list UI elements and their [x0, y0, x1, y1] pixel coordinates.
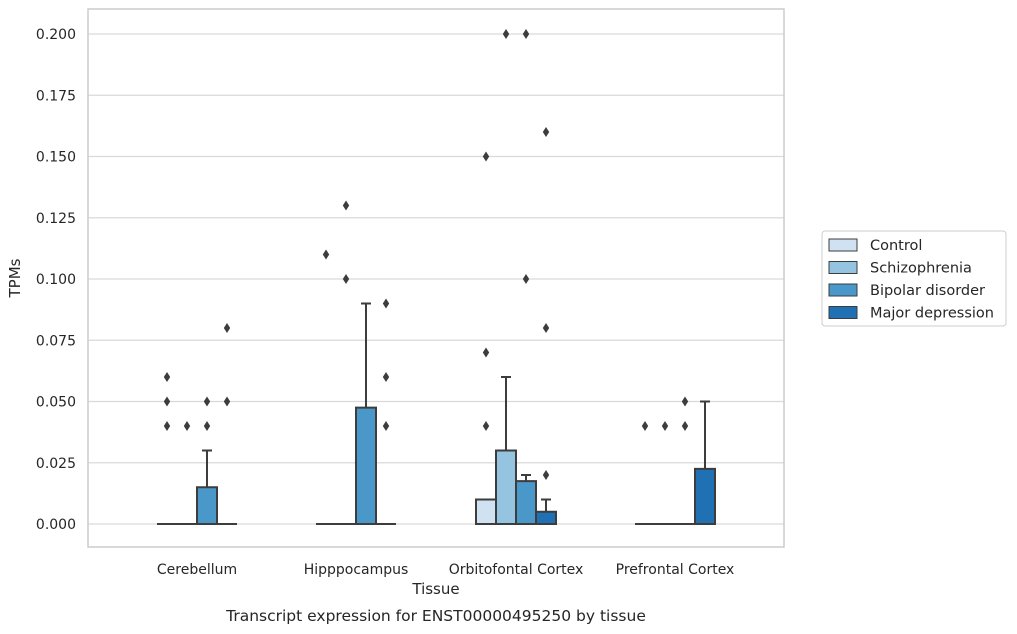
y-tick-label: 0.075 — [36, 333, 76, 349]
box-group — [316, 249, 336, 525]
outlier-point — [681, 421, 689, 431]
y-tick-label: 0.125 — [36, 211, 76, 227]
outlier-point — [502, 29, 510, 39]
y-tick-label: 0.100 — [36, 272, 76, 288]
box-group — [515, 29, 537, 525]
plot-frame — [87, 8, 785, 548]
legend-label: Schizophrenia — [870, 261, 972, 277]
legend-frame — [821, 230, 1007, 327]
x-tick-label: Hipppocampus — [304, 562, 409, 578]
box — [355, 406, 377, 525]
box-group — [635, 421, 655, 525]
outlier-point — [542, 470, 550, 480]
box-group — [217, 323, 237, 525]
outlier-point — [223, 323, 231, 333]
box — [475, 498, 497, 525]
x-tick-label: Orbitofontal Cortex — [449, 562, 584, 578]
legend-label: Bipolar disorder — [870, 283, 985, 299]
outlier-point — [163, 421, 171, 431]
box-group — [196, 396, 218, 525]
box — [495, 449, 517, 525]
x-axis-label: Tissue — [411, 580, 459, 598]
grid-lines — [88, 33, 784, 525]
x-tick-label: Cerebellum — [157, 562, 237, 578]
y-tick-label: 0.200 — [36, 27, 76, 43]
box — [694, 467, 716, 525]
outlier-point — [163, 396, 171, 407]
outlier-point — [681, 396, 689, 407]
box-group — [495, 29, 517, 525]
outlier-point — [203, 396, 211, 407]
box-group — [336, 200, 356, 525]
box-group — [177, 421, 197, 525]
outlier-point — [322, 249, 330, 260]
outlier-point — [342, 200, 350, 211]
outlier-point — [542, 127, 550, 137]
legend-label: Control — [870, 238, 922, 254]
x-axis-ticks: Cerebellum Hipppocampus Orbitofontal Corte… — [157, 562, 734, 578]
legend-swatch — [828, 238, 858, 252]
legend-swatch — [828, 261, 858, 274]
outlier-point — [542, 323, 550, 333]
x-tick-label: Prefrontal Cortex — [616, 562, 735, 578]
y-tick-label: 0.025 — [36, 456, 76, 472]
outlier-point — [342, 274, 350, 284]
outlier-point — [183, 421, 191, 431]
legend-swatch — [828, 306, 858, 319]
y-axis-label: TPMs — [6, 258, 24, 298]
outlier-point — [482, 151, 490, 162]
box — [196, 486, 218, 525]
y-tick-label: 0.150 — [36, 150, 76, 166]
box — [515, 480, 537, 525]
box-group — [675, 396, 695, 525]
outlier-point — [203, 421, 211, 431]
y-tick-label: 0.050 — [36, 395, 76, 411]
box-group — [376, 298, 396, 525]
outlier-point — [163, 372, 171, 382]
outlier-point — [382, 298, 390, 309]
outlier-point — [661, 421, 669, 431]
box-group — [535, 127, 557, 525]
y-axis-ticks: 0.000 0.025 0.050 0.075 0.100 0.125 0.150 0.175… — [36, 27, 76, 533]
plot-marks — [157, 29, 716, 525]
outlier-point — [382, 372, 390, 382]
box — [535, 510, 557, 525]
outlier-point — [382, 421, 390, 431]
outlier-point — [482, 421, 490, 431]
outlier-point — [522, 29, 530, 39]
y-tick-label: 0.175 — [36, 88, 76, 104]
box-group — [655, 421, 675, 525]
outlier-point — [482, 347, 490, 358]
outlier-point — [522, 274, 530, 284]
box-group — [694, 400, 716, 525]
chart-caption: Transcript expression for ENST0000049525… — [225, 607, 646, 625]
y-tick-label: 0.000 — [36, 517, 76, 533]
legend-swatch — [828, 283, 858, 297]
outlier-point — [223, 396, 231, 407]
box-group — [157, 372, 177, 525]
box-group — [475, 151, 497, 525]
outlier-point — [641, 421, 649, 431]
legend-label: Major depression — [870, 306, 994, 322]
box-group — [355, 302, 377, 525]
legend: Control Schizophrenia Bipolar disorder Majo… — [821, 230, 1007, 327]
